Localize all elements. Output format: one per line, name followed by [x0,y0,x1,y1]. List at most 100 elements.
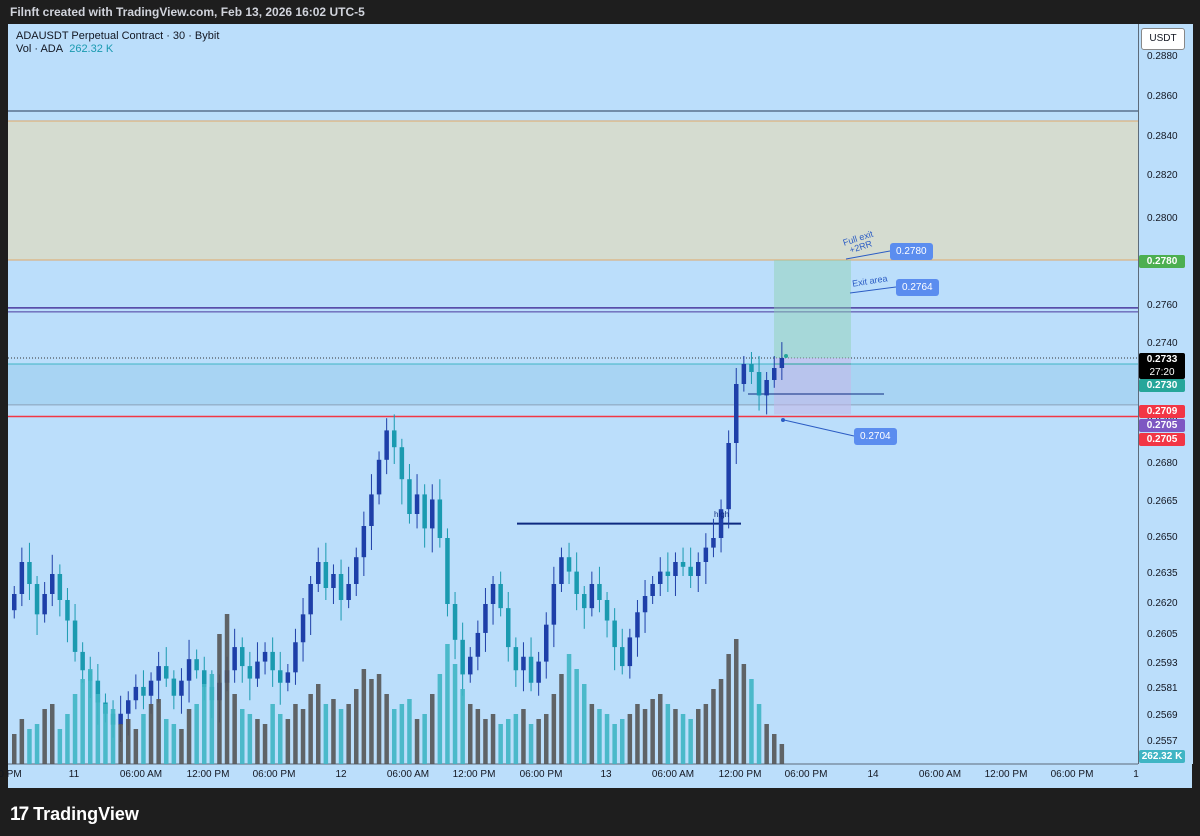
volume-bar [247,714,253,764]
volume-bar [346,704,351,764]
x-tick-label: 12:00 PM [718,769,762,780]
candle-body [270,651,275,671]
candle-body [544,624,549,662]
candle-body [300,614,306,643]
target-price-tag: 0.2780 [1139,255,1185,268]
x-tick-label: 13 [600,769,612,780]
candle-body [490,584,496,604]
volume-bar [80,679,85,764]
high-label: high [714,510,730,519]
volume-bar [285,719,291,764]
candle-body [57,574,63,600]
tradingview-logo[interactable]: 17 TradingView [10,804,139,826]
price-axis[interactable]: 0.2880 0.2860 0.2840 0.2820 0.2800 0.2780 0.27… [1138,24,1193,764]
candle-body [202,670,207,687]
brand-name: TradingView [33,804,139,824]
volume-bar [772,734,777,764]
bar-countdown: 27:20 [1149,367,1175,378]
candle-body [437,499,443,538]
candle-body [27,562,32,584]
x-tick-label: 12:00 PM [452,769,496,780]
candle-body [635,612,640,638]
candle-body [711,538,716,548]
y-tick-label: 0.2760 [1147,300,1178,311]
volume-bar [202,684,207,764]
candle-body [316,562,321,584]
volume-bar [696,709,701,764]
x-tick-label: 06:00 AM [386,769,430,780]
candle-body [118,713,123,725]
volume-bar [316,684,321,764]
volume-bar [483,719,488,764]
candle-body [650,584,655,596]
candle-body [756,372,762,396]
volume-bar [217,634,222,764]
volume-bar [490,714,496,764]
candle-body [354,557,359,584]
volume-bar [414,719,420,764]
candle-body [582,594,587,609]
volume-bar [179,729,184,764]
volume-bar [627,714,633,764]
volume-bar [665,704,671,764]
candle-body [665,571,671,576]
candle-body [19,562,25,594]
chart-legend: ADAUSDT Perpetual Contract · 30 · Bybit … [16,30,219,56]
candle-body [414,494,420,514]
y-tick-label: 0.2605 [1147,629,1178,640]
stop-price-callout[interactable]: 0.2704 [854,428,897,445]
last-price-value: 0.2733 [1146,354,1178,365]
candle-body [323,562,329,588]
volume-bar [445,644,450,764]
y-tick-label: 0.2557 [1147,736,1178,747]
volume-bar [103,704,108,764]
candle-body [407,479,412,514]
volume-bar [430,694,435,764]
volume-bar [255,719,260,764]
volume-bar [110,709,116,764]
volume-bar [232,694,237,764]
red-line-tag: 0.2709 [1139,405,1185,418]
candle-body [696,562,701,576]
candle-body [589,584,595,609]
exit-area-price-callout[interactable]: 0.2764 [896,279,939,296]
volume-bar [369,679,374,764]
volume-bar [544,714,549,764]
volume-bar [551,694,557,764]
volume-bar [19,719,25,764]
candle-body [171,678,177,696]
candle-body [255,661,260,679]
chart-frame[interactable]: ADAUSDT Perpetual Contract · 30 · Bybit … [0,24,1193,788]
volume-bar [50,704,55,764]
full-exit-price-callout[interactable]: 0.2780 [890,243,933,260]
y-tick-label: 0.2800 [1147,213,1178,224]
x-tick-label: 0 PM [0,769,22,780]
volume-bar [407,699,412,764]
exit-area-connector [849,286,897,294]
stop-connector [783,419,855,437]
volume-bar [323,704,329,764]
candle-body [346,584,351,600]
candle-body [164,666,169,679]
y-tick-label: 0.2650 [1147,532,1178,543]
candle-body [741,364,747,384]
symbol-label[interactable]: ADAUSDT Perpetual Contract · 30 · Bybit [16,30,220,42]
volume-bar [718,679,724,764]
candle-body [642,596,648,613]
volume-bar [521,709,526,764]
volume-bar [688,719,693,764]
volume-bar [779,744,785,764]
candle-body [186,659,192,681]
currency-unit-button[interactable]: USDT [1141,28,1185,50]
candle-body [133,686,139,701]
candle-body [338,574,344,600]
volume-bar [164,719,169,764]
y-tick-label: 0.2620 [1147,598,1178,609]
candle-body [680,562,686,567]
volume-bar [703,704,709,764]
purple-line-tag: 0.2705 [1139,419,1185,432]
volume-label: Vol · ADA [16,43,64,55]
price-chart[interactable] [8,24,1138,788]
volume-bar [749,679,754,764]
candle-body [422,494,427,529]
